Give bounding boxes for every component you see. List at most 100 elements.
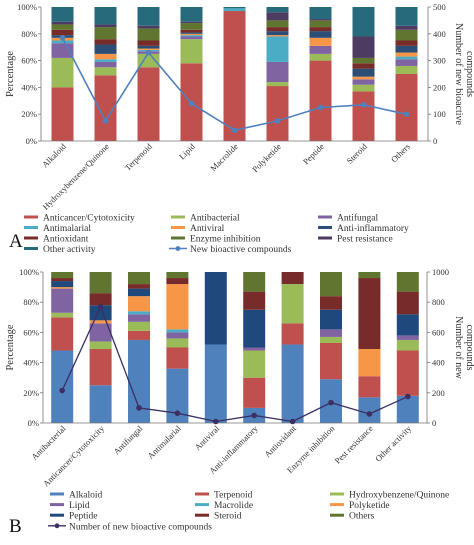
- panel-a-bar-segment: [309, 37, 332, 46]
- panel-a-legend-label: Antiviral: [190, 224, 225, 234]
- panel-a-bar-segment: [223, 11, 246, 141]
- panel-b-right-tick-label: 800: [432, 297, 445, 307]
- panel-a-bar-segment: [180, 7, 203, 22]
- panel-b-bar-segment: [358, 349, 381, 377]
- panel-a-line-point: [59, 35, 66, 41]
- panel-a-legend-swatch: [318, 236, 332, 240]
- panel-a-legend-label: Anti-inflammatory: [337, 223, 409, 234]
- panel-a-bar-segment: [395, 45, 418, 53]
- panel-a-legend-label: Antibacterial: [190, 214, 240, 224]
- panel-a-bar-segment: [94, 75, 117, 141]
- panel-b-legend-label: Polyketide: [349, 501, 390, 511]
- panel-b-legend-swatch: [195, 513, 209, 517]
- panel-a-bar-segment: [94, 67, 117, 76]
- panel-a-line-point: [231, 127, 238, 134]
- panel-b-bar-segment: [204, 344, 227, 423]
- panel-b-right-tick-label: 400: [432, 358, 445, 368]
- panel-a-left-tick-label: 20%: [21, 109, 37, 119]
- panel-b-bar-segment: [243, 347, 266, 351]
- panel-b-bar-segment: [320, 296, 342, 310]
- panel-b-bar-segment: [89, 385, 112, 423]
- panel-a-bar-segment: [352, 36, 375, 58]
- panel-a-panel-label: A: [9, 231, 23, 252]
- panel-b-bar-segment: [166, 272, 189, 279]
- panel-a-line-point: [188, 100, 195, 107]
- panel-a-bar-segment: [309, 27, 332, 32]
- panel-b-left-tick-label: 0%: [28, 418, 39, 428]
- panel-a-bar-segment: [94, 53, 117, 60]
- panel-a-bar-segment: [223, 8, 246, 12]
- panel-a-bar-segment: [137, 45, 160, 49]
- panel-a-category-label: Others: [389, 141, 412, 164]
- panel-b-legend-swatch: [195, 492, 209, 496]
- panel-b-bar-segment: [320, 336, 342, 343]
- panel-a-legend-swatch: [171, 226, 185, 229]
- panel-b-line-point: [405, 393, 411, 400]
- panel-b-bar-segment: [128, 314, 150, 322]
- panel-b-bar-segment: [396, 314, 419, 336]
- panel-a-bar-segment: [51, 7, 74, 22]
- panel-a-bar-segment: [266, 36, 289, 62]
- panel-b-line-point: [59, 387, 65, 394]
- panel-a-bar-segment: [51, 87, 74, 141]
- panel-a-bar-segment: [309, 19, 332, 21]
- panel-a-bar-segment: [352, 79, 375, 85]
- panel-a-bar-segment: [180, 23, 203, 30]
- panel-a-bar-segment: [395, 59, 418, 66]
- panel-b-legend-label: Alkaloid: [69, 491, 102, 501]
- panel-a-bar-segment: [137, 67, 160, 141]
- panel-b-bar-segment: [89, 320, 112, 324]
- panel-a-legend-swatch: [24, 247, 38, 250]
- panel-b-bar-segment: [396, 339, 419, 351]
- panel-a-bar-segment: [137, 40, 160, 46]
- panel-b-line-point: [213, 418, 219, 425]
- panel-a-line-point: [317, 104, 324, 111]
- panel-b-category-label: Antimalarial: [145, 423, 183, 461]
- panel-b-bar-segment: [89, 272, 112, 294]
- panel-a-bar-segment: [266, 20, 289, 28]
- panel-a-line-point: [102, 118, 109, 124]
- panel-b-bar-segment: [51, 312, 74, 318]
- panel-b-right-tick-label: 0: [432, 418, 436, 428]
- panel-a-left-tick-label: 0%: [26, 136, 37, 146]
- panel-a-bar-segment: [94, 24, 117, 28]
- panel-a-left-tick-label: 80%: [21, 29, 37, 39]
- panel-b-legend-label: Others: [349, 512, 375, 522]
- panel-a-legend-label: Anticancer/Cytotoxicity: [43, 214, 135, 224]
- panel-b-bar-segment: [320, 309, 342, 330]
- panel-b-right-tick-label: 1000: [432, 267, 449, 277]
- panel-b-legend-label: Steroid: [214, 512, 242, 522]
- panel-b-line-point: [174, 410, 181, 416]
- panel-b-bar-segment: [89, 349, 112, 386]
- panel-a-bar-segment: [395, 56, 418, 60]
- panel-b-bar-segment: [243, 272, 266, 292]
- panel-b-bar-segment: [128, 330, 150, 340]
- panel-b-bar-segment: [51, 281, 74, 288]
- panel-a-bar-segment: [395, 65, 418, 74]
- panel-b-category-label: Antiviral: [192, 423, 221, 452]
- panel-b-bar-segment: [281, 284, 304, 324]
- panel-b-bar-segment: [166, 278, 189, 285]
- panel-b-left-tick-label: 40%: [23, 358, 39, 368]
- panel-b-bar-segment: [243, 291, 266, 310]
- panel-a-legend-swatch: [318, 215, 332, 219]
- panel-b-bar-segment: [166, 347, 189, 369]
- panel-a-bar-segment: [266, 35, 289, 37]
- panel-a-bar-segment: [309, 53, 332, 61]
- panel-b-bar-segment: [243, 309, 266, 348]
- panel-a-bar-segment: [180, 32, 203, 34]
- panel-b-bar-segment: [128, 272, 150, 285]
- panel-b-line-series: [61, 305, 409, 423]
- panel-b-panel-label: B: [9, 516, 22, 537]
- panel-a-category-label: Peptide: [301, 141, 326, 166]
- panel-a-legend-swatch: [24, 236, 38, 240]
- panel-a-bar-segment: [395, 74, 418, 141]
- panel-a-legend-label: Enzyme inhibition: [190, 235, 261, 245]
- panel-a-bar-segment: [352, 57, 375, 64]
- panel-a-bar-segment: [352, 63, 375, 69]
- panel-a-bar-segment: [180, 36, 203, 40]
- panel-a-bar-segment: [51, 21, 74, 25]
- panel-a-legend-label: New bioactive compounds: [190, 245, 292, 255]
- panel-b-bar-segment: [166, 338, 189, 348]
- panel-b-category-label: Antioxidant: [262, 423, 298, 459]
